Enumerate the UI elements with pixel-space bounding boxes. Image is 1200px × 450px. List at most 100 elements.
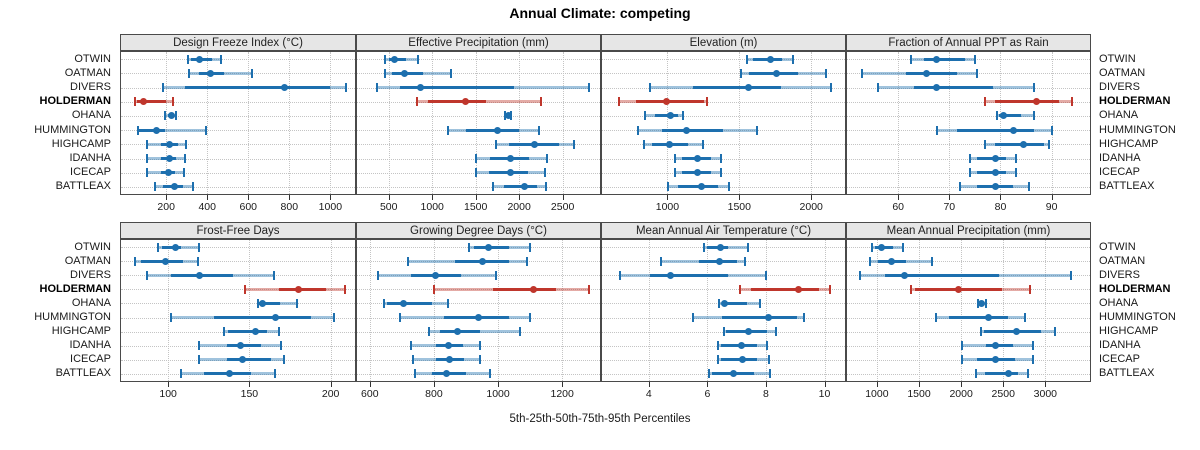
- whisker-cap-high: [1032, 341, 1035, 351]
- median-dot-battleax: [1004, 370, 1012, 378]
- median-dot-divers: [933, 84, 941, 91]
- x-axis-tick: [739, 195, 741, 200]
- whisker-cap-low: [410, 341, 413, 351]
- whisker-cap-low: [146, 270, 148, 280]
- whisker-cap-high: [183, 154, 186, 163]
- row-gridline: [602, 101, 845, 103]
- row-gridline: [847, 59, 1090, 61]
- whisker-cap-low: [673, 154, 676, 163]
- panel-elevation-m: [601, 51, 846, 195]
- station-label-left-otwin: OTWIN: [74, 52, 111, 65]
- whisker-cap-high: [219, 54, 222, 64]
- median-dot-hummington: [1009, 126, 1017, 134]
- median-dot-otwin: [933, 55, 941, 63]
- range-25-75-bar: [387, 301, 433, 305]
- gridline: [811, 52, 813, 194]
- range-25-75-bar: [720, 358, 758, 362]
- whisker-cap-low: [491, 182, 494, 192]
- median-dot-idanha: [991, 342, 999, 350]
- row-gridline: [121, 158, 355, 160]
- whisker-cap-low: [909, 284, 912, 294]
- median-dot-ohana: [258, 299, 266, 307]
- x-tick-label: 6: [704, 388, 711, 400]
- station-label-left-idanha: IDANHA: [69, 339, 111, 352]
- median-dot-oatman: [162, 257, 170, 265]
- range-25-75-bar: [493, 287, 556, 291]
- whisker-cap-low: [162, 83, 165, 92]
- range-5-95-band: [138, 128, 207, 132]
- median-dot-idanha: [737, 342, 745, 350]
- median-dot-ohana: [999, 112, 1007, 120]
- gridline: [248, 52, 250, 194]
- x-tick-label: 1500: [907, 388, 931, 400]
- x-tick-label: 90: [1045, 201, 1058, 213]
- median-dot-holderman: [529, 285, 537, 293]
- median-dot-holderman: [955, 285, 963, 293]
- median-dot-idanha: [991, 155, 999, 162]
- median-dot-idanha: [694, 155, 702, 162]
- whisker-cap-low: [153, 182, 156, 192]
- x-tick-label: 1000: [420, 201, 444, 213]
- whisker-cap-low: [446, 125, 449, 135]
- station-label-right-battleax: BATTLEAX: [1099, 180, 1155, 193]
- median-dot-ohana: [978, 299, 986, 307]
- x-tick-label: 1200: [550, 388, 574, 400]
- x-axis-tick: [824, 382, 826, 387]
- median-dot-icecap: [694, 169, 702, 177]
- whisker-cap-low: [468, 242, 471, 252]
- median-dot-oatman: [478, 257, 486, 265]
- panel-strip-mean-annual-precipitation-mm: Mean Annual Precipitation (mm): [846, 222, 1091, 239]
- whisker-cap-low: [223, 327, 226, 337]
- median-dot-oatman: [207, 69, 215, 77]
- whisker-cap-high: [282, 355, 285, 365]
- median-dot-battleax: [697, 183, 705, 191]
- row-gridline: [357, 73, 600, 75]
- x-axis-tick: [249, 382, 251, 387]
- whisker-cap-low: [399, 313, 402, 323]
- panel-mean-annual-precipitation-mm: [846, 239, 1091, 382]
- range-25-75-bar: [905, 71, 957, 75]
- row-gridline: [121, 247, 355, 249]
- gridline: [919, 240, 920, 381]
- whisker-cap-low: [935, 125, 938, 135]
- row-gridline: [121, 115, 355, 117]
- x-axis-tick: [369, 382, 371, 387]
- whisker-cap-high: [824, 68, 827, 78]
- x-tick-label: 70: [943, 201, 956, 213]
- range-25-75-bar: [400, 86, 514, 89]
- median-dot-icecap: [991, 169, 999, 177]
- x-axis-tick: [1000, 195, 1002, 200]
- whisker-cap-high: [930, 256, 933, 266]
- whisker-cap-low: [256, 298, 259, 308]
- station-label-right-battleax: BATTLEAX: [1099, 367, 1155, 380]
- median-dot-icecap: [239, 356, 247, 364]
- whisker-cap-high: [205, 125, 208, 135]
- row-gridline: [357, 359, 600, 361]
- median-dot-ohana: [167, 112, 175, 120]
- x-axis-tick: [248, 195, 250, 200]
- range-25-75-bar: [226, 358, 271, 362]
- whisker-cap-high: [1054, 327, 1057, 337]
- whisker-cap-high: [681, 111, 684, 121]
- row-gridline: [357, 289, 600, 291]
- row-gridline: [602, 289, 845, 291]
- x-tick-label: 100: [159, 388, 177, 400]
- whisker-cap-low: [188, 68, 191, 78]
- whisker-cap-low: [673, 168, 676, 178]
- whisker-cap-low: [740, 68, 743, 78]
- gridline: [330, 52, 332, 194]
- median-dot-hummington: [765, 314, 773, 322]
- gridline: [388, 52, 390, 194]
- station-label-left-highcamp: HIGHCAMP: [51, 325, 111, 338]
- station-label-left-holderman: HOLDERMAN: [39, 95, 112, 108]
- x-tick-label: 2000: [949, 388, 973, 400]
- row-gridline: [357, 158, 600, 160]
- range-25-75-bar: [228, 330, 268, 334]
- whisker-cap-high: [296, 298, 299, 308]
- whisker-cap-low: [738, 284, 741, 294]
- panel-effective-precipitation-mm: [356, 51, 601, 195]
- whisker-cap-high: [984, 298, 987, 308]
- x-axis-tick: [707, 382, 709, 387]
- row-gridline: [121, 289, 355, 291]
